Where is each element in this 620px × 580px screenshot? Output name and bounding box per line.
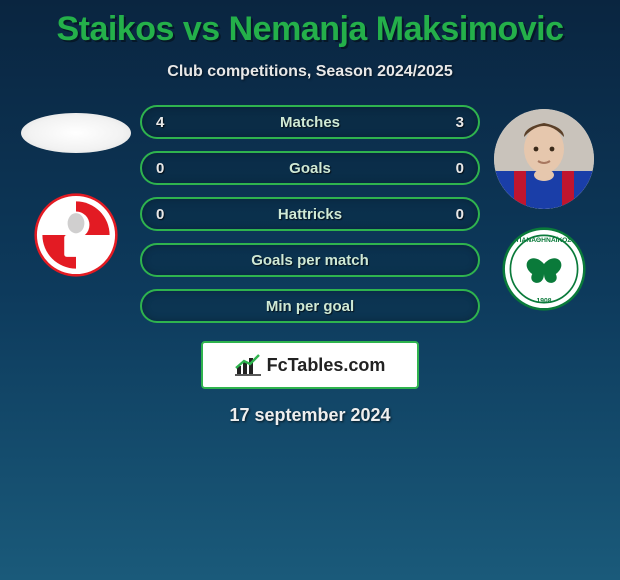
club-badge-left [34,193,118,277]
stat-label: Hattricks [142,206,478,223]
branding-text: FcTables.com [267,355,386,376]
comparison-row: 4 Matches 3 0 Goals 0 0 Hattricks 0 Goal… [10,105,610,323]
club-badge-right: ΠΑΝΑΘΗΝΑΪΚΟΣ 1908 [502,227,586,311]
page-title: Staikos vs Nemanja Maksimovic [10,10,610,49]
stat-row-matches: 4 Matches 3 [140,105,480,139]
stat-row-mpg: Min per goal [140,289,480,323]
stat-row-hattricks: 0 Hattricks 0 [140,197,480,231]
stat-label: Min per goal [142,298,478,315]
chart-icon [235,354,261,376]
left-player-column [26,105,126,277]
stat-label: Goals per match [142,252,478,269]
subtitle: Club competitions, Season 2024/2025 [10,63,610,81]
stat-row-gpm: Goals per match [140,243,480,277]
date-text: 17 september 2024 [10,405,610,426]
stat-row-goals: 0 Goals 0 [140,151,480,185]
right-player-column: ΠΑΝΑΘΗΝΑΪΚΟΣ 1908 [494,105,594,311]
club-founded-year: 1908 [537,298,552,305]
player-photo-left [21,113,131,153]
stat-label: Goals [142,160,478,177]
player-photo-right [494,109,594,209]
branding-box: FcTables.com [201,341,419,389]
stats-column: 4 Matches 3 0 Goals 0 0 Hattricks 0 Goal… [140,105,480,323]
stat-label: Matches [142,114,478,131]
svg-text:ΠΑΝΑΘΗΝΑΪΚΟΣ: ΠΑΝΑΘΗΝΑΪΚΟΣ [517,236,572,244]
